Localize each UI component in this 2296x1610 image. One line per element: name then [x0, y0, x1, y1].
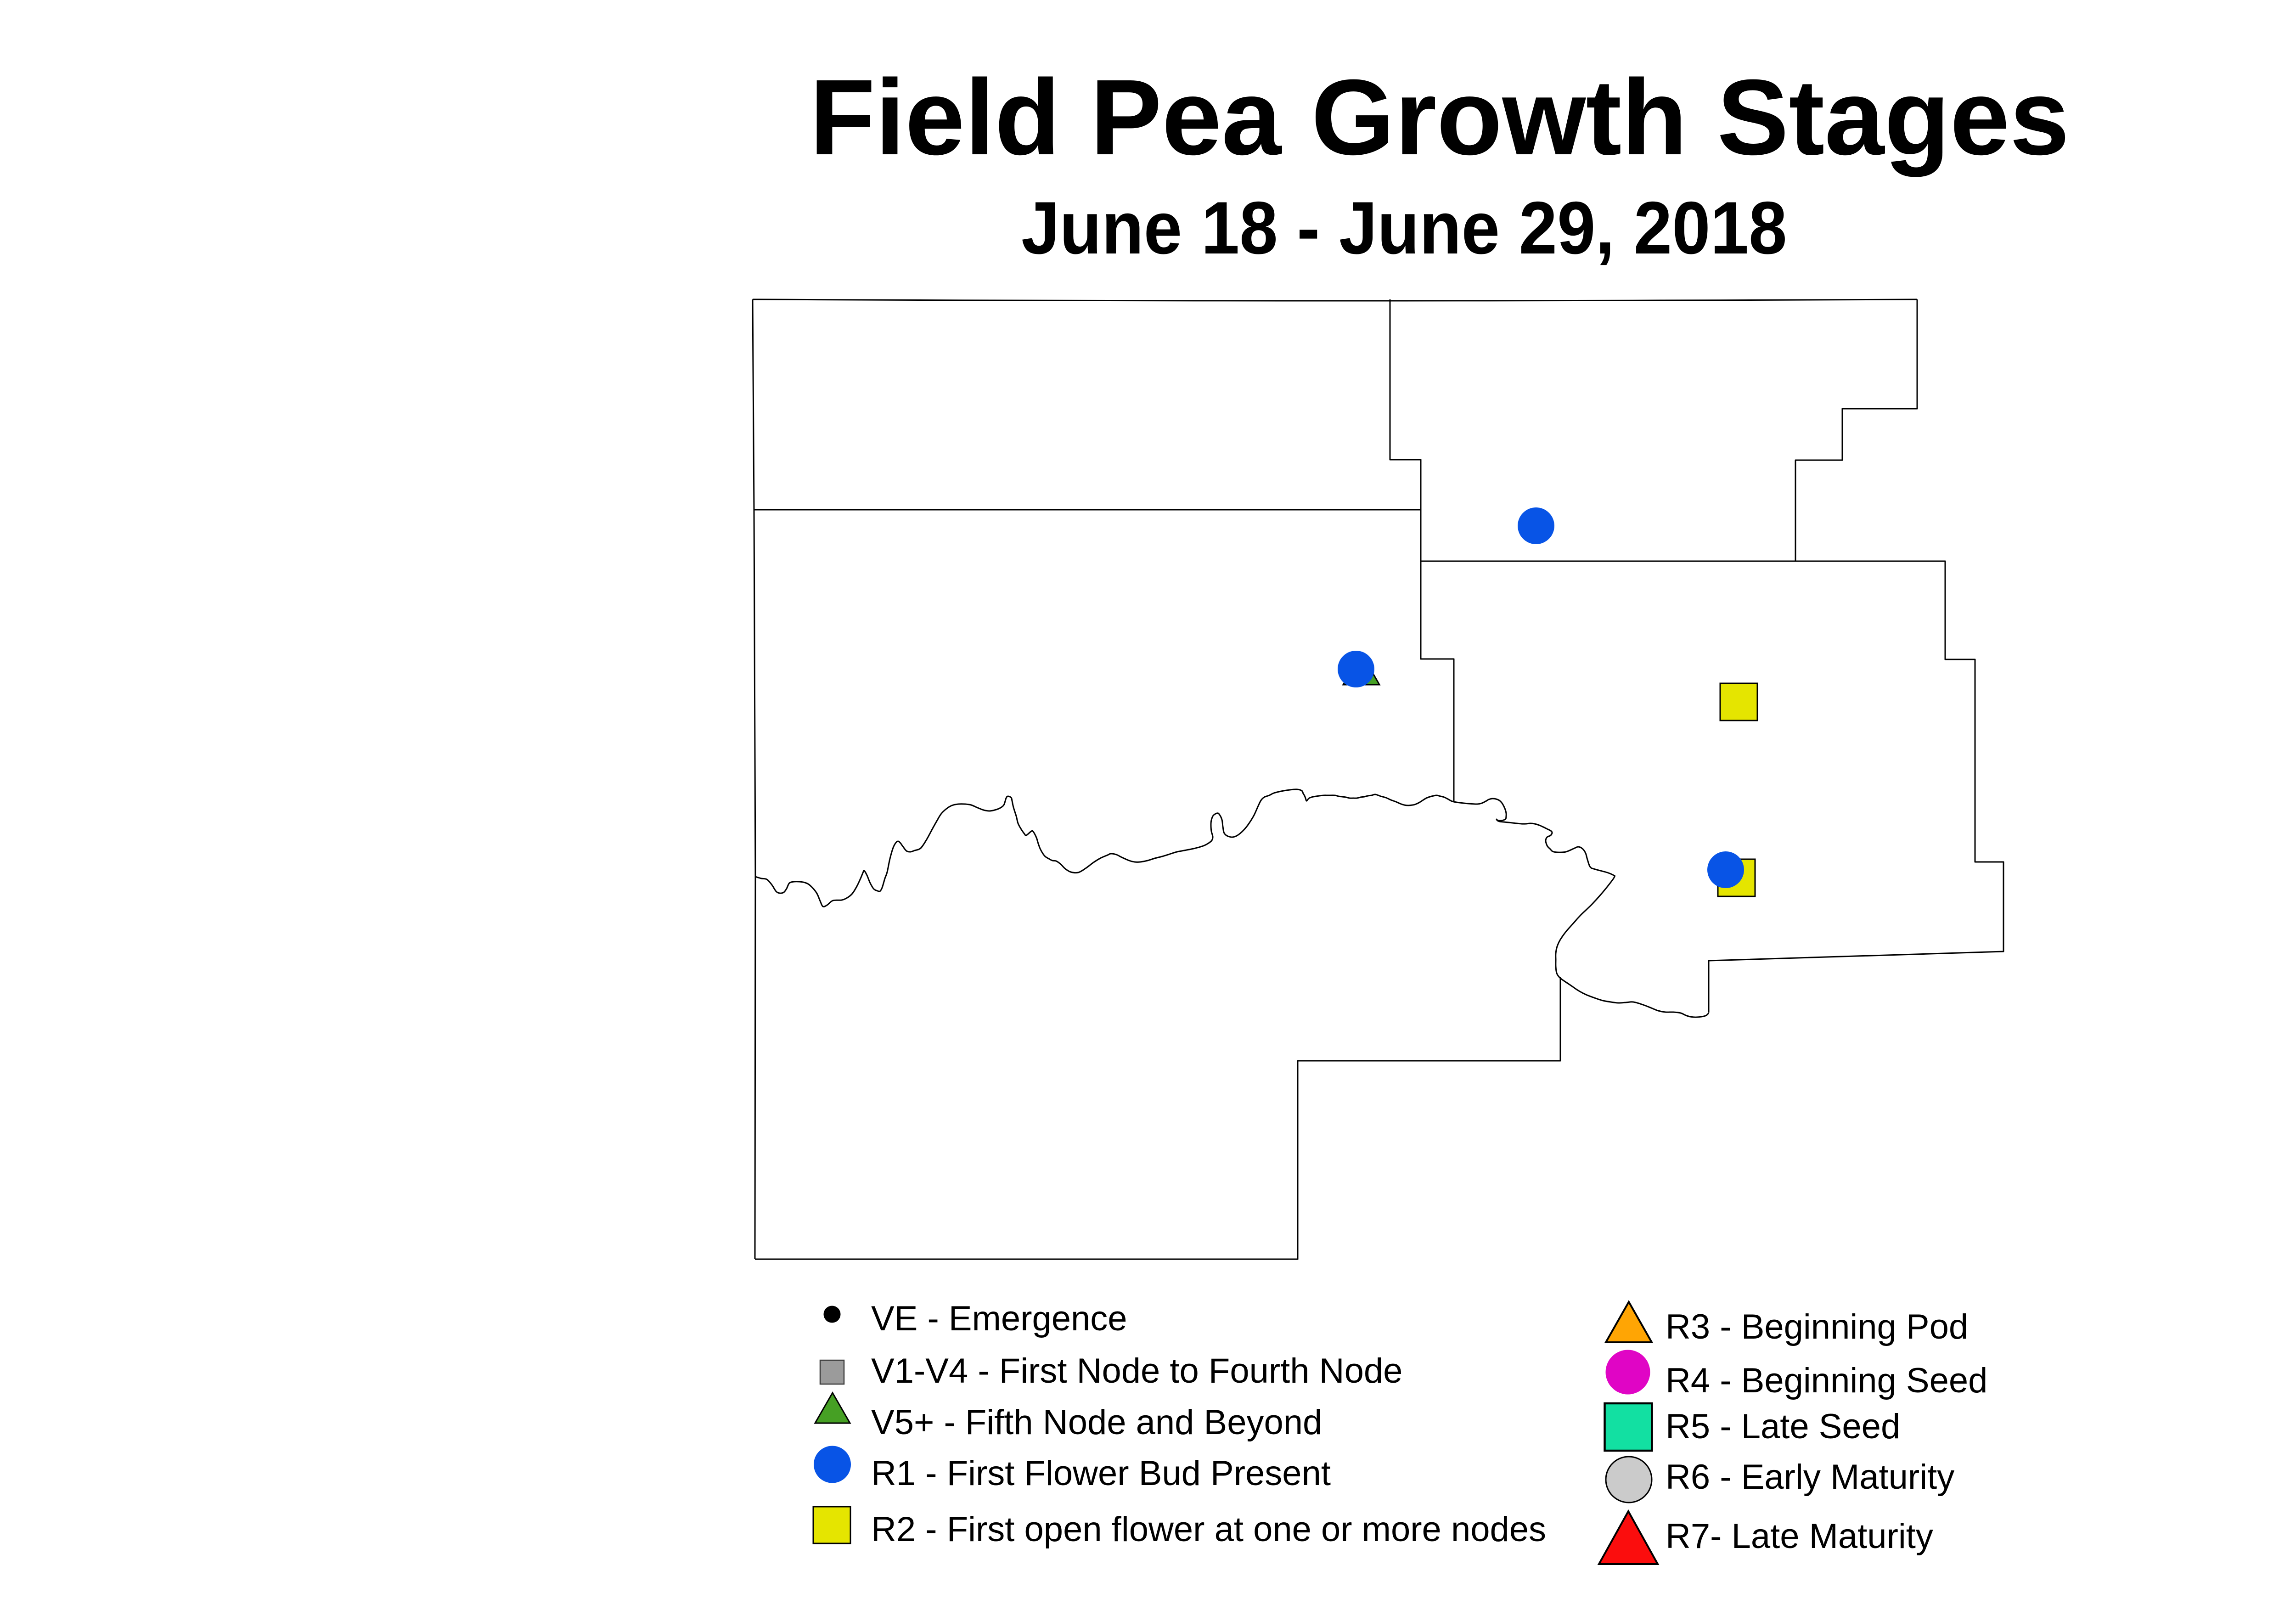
svg-text:V1-V4 - First Node to Fourth N: V1-V4 - First Node to Fourth Node — [871, 1351, 1402, 1390]
svg-text:VE - Emergence: VE - Emergence — [871, 1299, 1127, 1338]
svg-text:R6 - Early Maturity: R6 - Early Maturity — [1666, 1458, 1954, 1497]
svg-text:R1 - First Flower Bud Present: R1 - First Flower Bud Present — [871, 1454, 1331, 1493]
svg-text:R5 - Late Seed: R5 - Late Seed — [1666, 1407, 1900, 1446]
svg-text:June 18 - June 29, 2018: June 18 - June 29, 2018 — [1021, 187, 1787, 270]
svg-text:R3 - Beginning Pod: R3 - Beginning Pod — [1666, 1307, 1968, 1346]
svg-text:Field Pea Growth Stages: Field Pea Growth Stages — [810, 57, 2070, 177]
svg-text:V5+ - Fifth Node and Beyond: V5+ - Fifth Node and Beyond — [871, 1403, 1322, 1442]
svg-text:R2 - First open flower at one: R2 - First open flower at one or more no… — [871, 1510, 1546, 1549]
svg-text:R7- Late Maturity: R7- Late Maturity — [1666, 1517, 1933, 1556]
svg-text:R4 - Beginning Seed: R4 - Beginning Seed — [1666, 1361, 1987, 1400]
